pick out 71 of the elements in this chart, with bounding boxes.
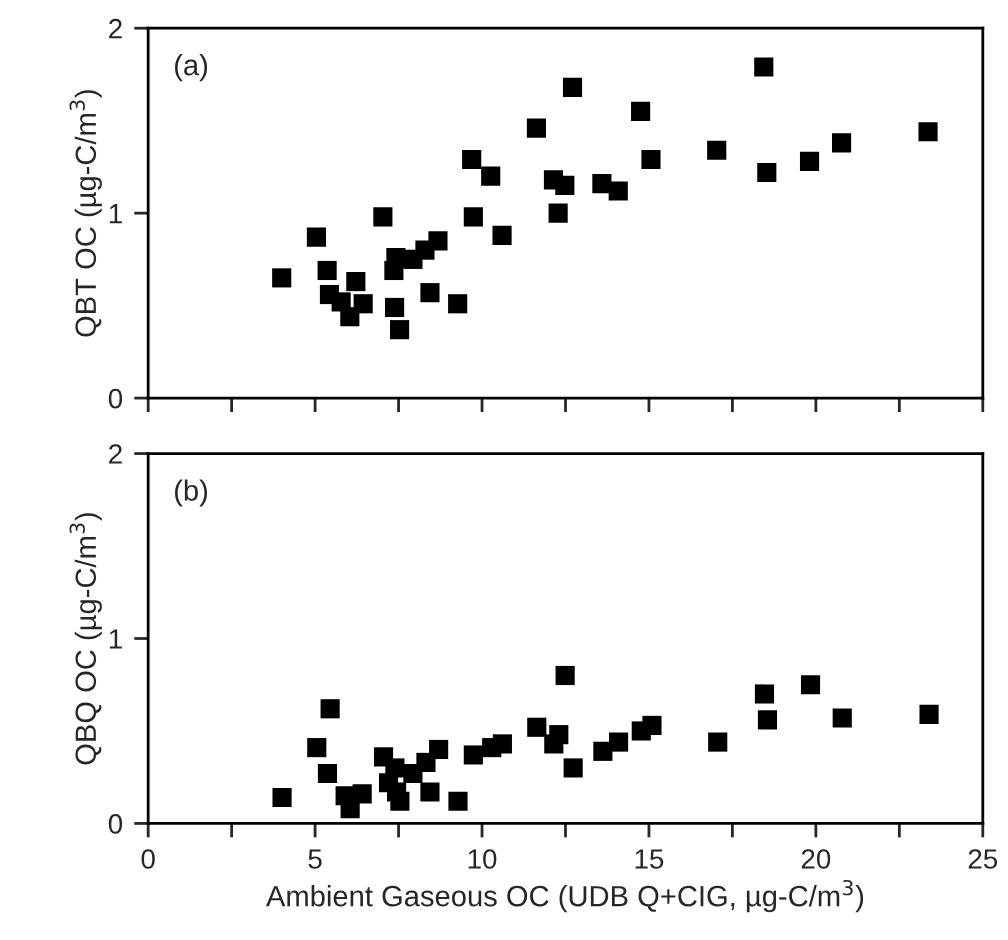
- y-tick-label: 2: [109, 18, 122, 39]
- point: [800, 675, 821, 695]
- point: [832, 133, 852, 153]
- point: [544, 734, 564, 754]
- point: [707, 140, 727, 160]
- point: [754, 684, 775, 704]
- point: [448, 791, 468, 811]
- point: [389, 320, 410, 340]
- point: [555, 175, 575, 195]
- point: [832, 708, 852, 728]
- point: [918, 122, 938, 142]
- x-tick-label: 10: [468, 849, 497, 869]
- point: [562, 77, 583, 97]
- y-tick-label: 0: [108, 814, 123, 834]
- y-tick-label: 0: [108, 388, 123, 409]
- x-tick-label: 15: [635, 849, 664, 869]
- point: [642, 715, 662, 735]
- point: [527, 717, 547, 737]
- point: [340, 307, 360, 327]
- point: [272, 787, 292, 808]
- point: [631, 101, 651, 121]
- point: [346, 272, 366, 292]
- point: [335, 786, 355, 806]
- y-axis-title: QBQ OC (µg-C/m$^{3}$): [69, 513, 102, 765]
- point: [415, 240, 435, 260]
- point: [373, 207, 393, 227]
- point: [420, 283, 440, 303]
- y-tick-label: 2: [109, 444, 122, 464]
- point: [757, 162, 777, 183]
- point: [320, 699, 340, 719]
- x-tick-label: 0: [141, 849, 155, 869]
- point: [448, 294, 468, 314]
- point: [462, 149, 482, 170]
- x-tick-label: 5: [308, 849, 322, 869]
- point: [592, 173, 612, 194]
- point: [526, 118, 547, 138]
- point: [754, 57, 774, 77]
- point: [492, 225, 512, 245]
- point: [306, 227, 327, 247]
- x-tick-label: 25: [968, 849, 998, 869]
- point: [384, 297, 405, 318]
- point: [492, 734, 512, 754]
- y-tick-label: 1: [109, 204, 122, 224]
- point: [463, 745, 483, 765]
- point: [317, 763, 338, 784]
- point: [708, 732, 728, 752]
- point: [641, 149, 661, 170]
- point: [563, 758, 583, 778]
- point: [384, 260, 404, 281]
- point: [555, 665, 575, 686]
- point: [429, 739, 449, 760]
- point: [799, 151, 820, 171]
- y-axis-title: QBT OC (µg-C/m$^{3}$): [69, 90, 102, 337]
- point: [390, 791, 410, 811]
- point: [757, 710, 778, 730]
- y-tick-label: 1: [109, 629, 122, 649]
- point: [317, 260, 337, 281]
- x-axis-title: Ambient Gaseous OC (UDB Q+CIG, µg-C/m$^{3}$): [266, 879, 864, 913]
- point: [353, 294, 373, 314]
- point: [463, 207, 483, 227]
- point: [420, 782, 440, 802]
- point: [481, 166, 501, 186]
- annotation: (a): [175, 54, 208, 82]
- point: [609, 732, 629, 752]
- point: [272, 268, 292, 288]
- point: [919, 704, 939, 724]
- point: [307, 738, 327, 758]
- annotation: (b): [175, 479, 208, 507]
- point: [548, 203, 568, 223]
- x-tick-label: 20: [801, 849, 831, 869]
- point: [608, 181, 628, 201]
